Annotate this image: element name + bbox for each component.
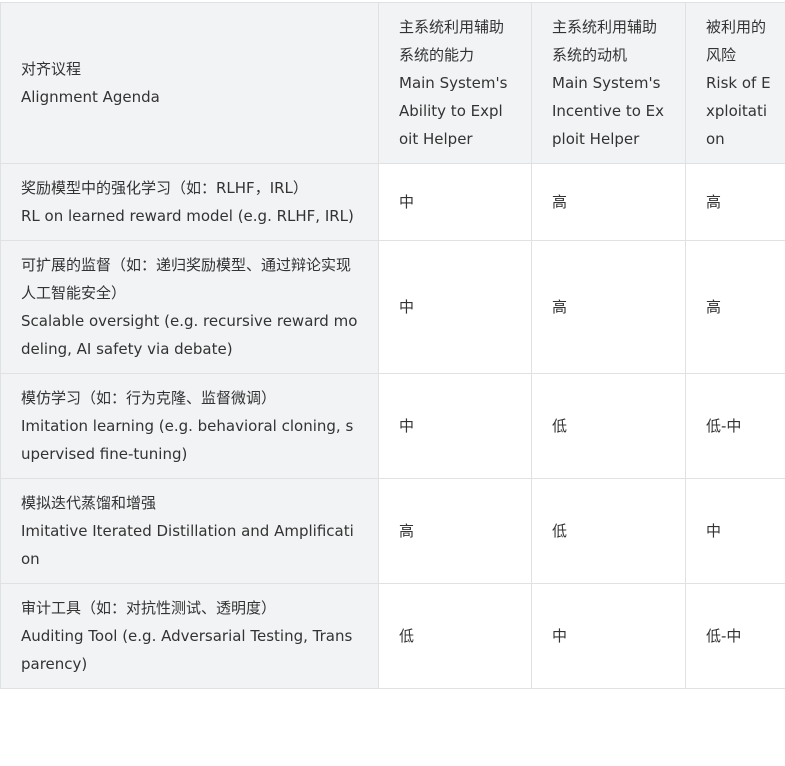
header-zh: 主系统利用辅助系统的动机 — [552, 18, 658, 64]
risk-cell: 中 — [685, 478, 785, 584]
header-zh: 主系统利用辅助系统的能力 — [399, 18, 505, 64]
ability-cell: 高 — [378, 478, 532, 584]
agenda-en: Auditing Tool (e.g. Adversarial Testing,… — [21, 627, 353, 673]
ability-cell: 低 — [378, 583, 532, 689]
agenda-cell: 模拟迭代蒸馏和增强 Imitative Iterated Distillation… — [0, 478, 379, 584]
agenda-en: Imitative Iterated Distillation and Ampl… — [21, 522, 354, 568]
header-incentive: 主系统利用辅助系统的动机 Main System's Incentive to E… — [531, 2, 686, 164]
incentive-cell: 高 — [531, 240, 686, 374]
table-row: 奖励模型中的强化学习（如：RLHF，IRL） RL on learned rewa… — [0, 163, 785, 241]
agenda-zh: 奖励模型中的强化学习（如：RLHF，IRL） — [21, 179, 308, 197]
incentive-cell: 低 — [531, 373, 686, 479]
header-row: 对齐议程 Alignment Agenda 主系统利用辅助系统的能力 Main Sy… — [0, 2, 785, 164]
ability-cell: 中 — [378, 163, 532, 241]
ability-cell: 中 — [378, 240, 532, 374]
agenda-zh: 模拟迭代蒸馏和增强 — [21, 494, 157, 512]
incentive-cell: 中 — [531, 583, 686, 689]
agenda-en: Scalable oversight (e.g. recursive rewar… — [21, 312, 358, 358]
header-agenda: 对齐议程 Alignment Agenda — [0, 2, 379, 164]
table-row: 审计工具（如：对抗性测试、透明度） Auditing Tool (e.g. Adv… — [0, 583, 785, 689]
header-risk: 被利用的风险 Risk of Exploitation — [685, 2, 785, 164]
header-zh: 被利用的风险 — [706, 18, 767, 64]
risk-cell: 高 — [685, 163, 785, 241]
header-en: Alignment Agenda — [21, 88, 160, 106]
agenda-cell: 审计工具（如：对抗性测试、透明度） Auditing Tool (e.g. Adv… — [0, 583, 379, 689]
agenda-zh: 模仿学习（如：行为克隆、监督微调） — [21, 389, 277, 407]
agenda-cell: 模仿学习（如：行为克隆、监督微调） Imitation learning (e.g… — [0, 373, 379, 479]
alignment-risk-table: 对齐议程 Alignment Agenda 主系统利用辅助系统的能力 Main Sy… — [0, 2, 785, 689]
table-row: 模仿学习（如：行为克隆、监督微调） Imitation learning (e.g… — [0, 373, 785, 479]
header-en: Risk of Exploitation — [706, 74, 771, 148]
agenda-en: RL on learned reward model (e.g. RLHF, I… — [21, 207, 354, 225]
agenda-zh: 审计工具（如：对抗性测试、透明度） — [21, 599, 277, 617]
risk-cell: 低-中 — [685, 583, 785, 689]
agenda-en: Imitation learning (e.g. behavioral clon… — [21, 417, 354, 463]
agenda-cell: 可扩展的监督（如：递归奖励模型、通过辩论实现人工智能安全） Scalable ov… — [0, 240, 379, 374]
header-en: Main System's Incentive to Exploit Helpe… — [552, 74, 665, 148]
table-row: 可扩展的监督（如：递归奖励模型、通过辩论实现人工智能安全） Scalable ov… — [0, 240, 785, 374]
incentive-cell: 低 — [531, 478, 686, 584]
ability-cell: 中 — [378, 373, 532, 479]
header-ability: 主系统利用辅助系统的能力 Main System's Ability to Exp… — [378, 2, 532, 164]
agenda-zh: 可扩展的监督（如：递归奖励模型、通过辩论实现人工智能安全） — [21, 256, 352, 302]
agenda-cell: 奖励模型中的强化学习（如：RLHF，IRL） RL on learned rewa… — [0, 163, 379, 241]
risk-cell: 高 — [685, 240, 785, 374]
header-zh: 对齐议程 — [21, 60, 82, 78]
risk-cell: 低-中 — [685, 373, 785, 479]
incentive-cell: 高 — [531, 163, 686, 241]
header-en: Main System's Ability to Exploit Helper — [399, 74, 508, 148]
table-row: 模拟迭代蒸馏和增强 Imitative Iterated Distillation… — [0, 478, 785, 584]
